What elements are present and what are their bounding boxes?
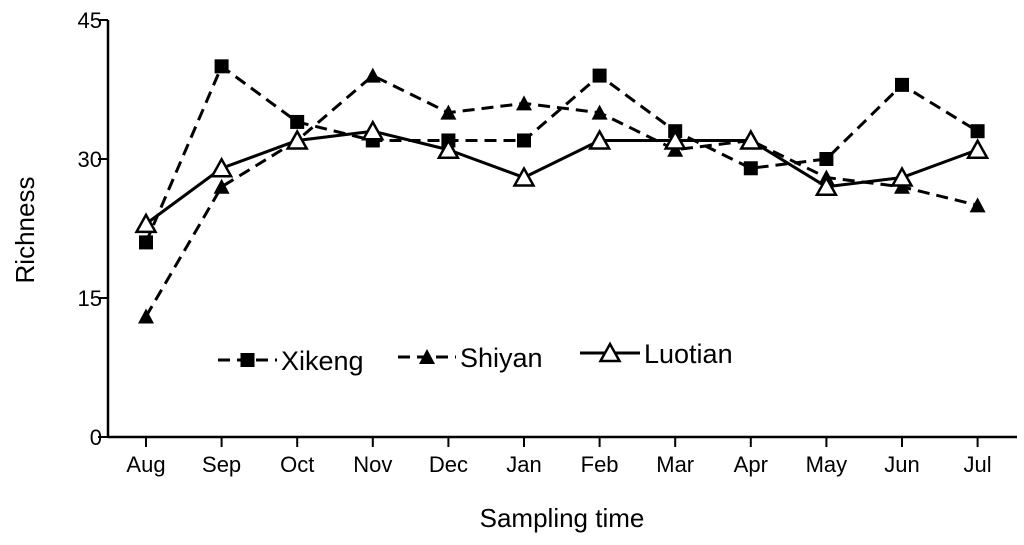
legend: Xikeng Shiyan Luotian: [218, 339, 733, 376]
series-luotian: [134, 119, 990, 234]
data-point-shiyan: [516, 95, 532, 111]
data-point-xikeng: [214, 59, 229, 74]
x-tick-label: Aug: [126, 452, 165, 477]
x-tick-label: Feb: [581, 452, 619, 477]
series-line-luotian: [145, 129, 979, 226]
x-tick-label: Dec: [429, 452, 468, 477]
legend-item-xikeng: Xikeng: [218, 346, 364, 376]
data-point-luotian: [361, 119, 385, 141]
x-tick-label: Sep: [202, 452, 241, 477]
series-line-shiyan: [144, 74, 978, 318]
data-point-luotian: [739, 128, 763, 150]
data-point-xikeng: [139, 235, 153, 250]
x-tick-label: Nov: [353, 452, 392, 477]
data-point-luotian: [134, 212, 158, 234]
data-point-shiyan: [364, 67, 381, 83]
x-tick-label: Oct: [280, 452, 314, 477]
x-ticks: Aug Sep Oct Nov Dec Jan Feb Mar Apr May Jun Jul: [126, 437, 992, 477]
y-tick-label: 30: [78, 147, 102, 172]
data-point-xikeng: [592, 68, 607, 83]
x-tick-label: Jul: [964, 452, 992, 477]
data-point-luotian: [436, 138, 461, 159]
data-point-shiyan: [213, 178, 230, 194]
y-ticks: 0 15 30 45: [78, 8, 108, 450]
data-point-shiyan: [969, 197, 986, 213]
y-tick-label: 0: [90, 425, 102, 450]
series-shiyan: [138, 67, 986, 324]
data-point-shiyan: [591, 104, 608, 120]
data-point-shiyan: [138, 308, 154, 324]
legend-item-luotian: Luotian: [580, 339, 733, 369]
x-axis-title: Sampling time: [480, 503, 645, 533]
data-point-xikeng: [743, 161, 758, 176]
data-point-luotian: [965, 138, 990, 159]
data-point-luotian: [814, 175, 839, 197]
legend-marker-luotian: [598, 341, 622, 363]
data-point-luotian: [663, 128, 687, 150]
legend-label-shiyan: Shiyan: [460, 343, 543, 373]
data-point-xikeng: [819, 152, 834, 166]
data-point-shiyan: [440, 104, 457, 120]
x-tick-label: Mar: [656, 452, 694, 477]
legend-marker-xikeng: [240, 353, 255, 367]
data-point-xikeng: [970, 124, 985, 139]
data-point-luotian: [512, 165, 536, 187]
x-tick-label: May: [806, 452, 848, 477]
data-point-luotian: [890, 165, 914, 187]
data-point-xikeng: [517, 133, 531, 148]
series-xikeng: [139, 59, 985, 250]
series-line-xikeng: [144, 64, 979, 243]
data-point-xikeng: [895, 77, 909, 92]
y-axis-title: Richness: [10, 177, 40, 284]
x-tick-label: Jan: [506, 452, 541, 477]
x-tick-label: Jun: [884, 452, 919, 477]
legend-label-xikeng: Xikeng: [281, 346, 364, 376]
y-axis: 0 15 30 45 Richness: [10, 8, 110, 450]
y-tick-label: 45: [78, 8, 102, 33]
legend-label-luotian: Luotian: [644, 339, 733, 369]
data-point-xikeng: [290, 114, 305, 129]
legend-item-shiyan: Shiyan: [398, 343, 543, 373]
x-axis: Aug Sep Oct Nov Dec Jan Feb Mar Apr May Jun Jul Sam…: [108, 435, 1017, 533]
legend-marker-shiyan: [419, 349, 435, 364]
y-tick-label: 15: [78, 286, 102, 311]
x-tick-label: Apr: [734, 452, 768, 477]
data-point-luotian: [285, 128, 309, 150]
data-point-luotian: [587, 128, 612, 150]
series-layer: [134, 59, 990, 324]
data-point-luotian: [209, 156, 234, 178]
